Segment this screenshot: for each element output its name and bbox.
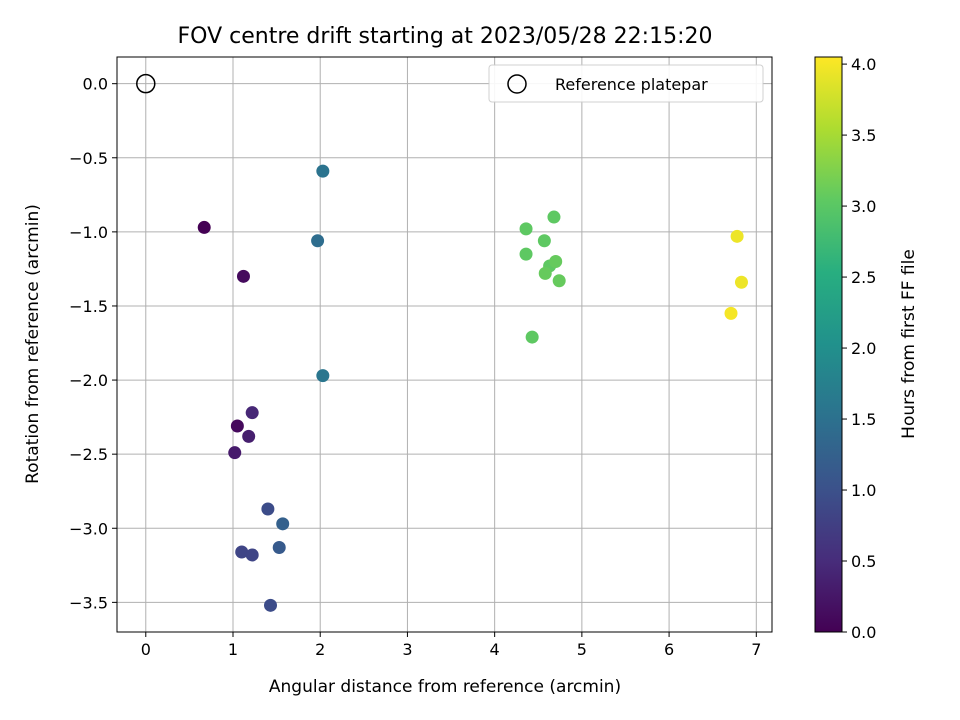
scatter-point <box>197 220 211 234</box>
x-tick-label: 6 <box>664 640 674 659</box>
plot-area <box>116 56 773 633</box>
x-tick-label: 2 <box>315 640 325 659</box>
y-tick-label: −1.5 <box>69 297 108 316</box>
colorbar-label: Hours from first FF file <box>899 249 919 439</box>
colorbar-tick-label: 3.0 <box>851 197 876 216</box>
x-tick-label: 3 <box>402 640 412 659</box>
scatter-point <box>547 210 561 224</box>
y-tick-label: −1.0 <box>69 223 108 242</box>
x-tick-label: 7 <box>751 640 761 659</box>
y-tick-label: −3.0 <box>69 519 108 538</box>
scatter-point <box>235 545 249 559</box>
colorbar: 0.0 0.5 1.0 1.5 2.0 2.5 3.0 3.5 4.0 Hours from f… <box>814 55 919 642</box>
scatter-point <box>537 234 551 248</box>
scatter-point <box>242 429 256 443</box>
y-tick-label: −0.5 <box>69 149 108 168</box>
scatter-point <box>525 330 539 344</box>
scatter-point <box>519 222 533 236</box>
scatter-point <box>724 306 738 320</box>
x-axis-ticks: 0 1 2 3 4 5 6 7 <box>141 632 761 659</box>
colorbar-tick-label: 0.5 <box>851 552 876 571</box>
x-tick-label: 5 <box>577 640 587 659</box>
colorbar-tick-label: 3.5 <box>851 126 876 145</box>
x-tick-label: 0 <box>141 640 151 659</box>
scatter-point <box>245 548 259 562</box>
scatter-point <box>316 369 330 383</box>
legend-box <box>488 64 764 103</box>
y-axis-ticks: 0.0 −0.5 −1.0 −1.5 −2.0 −2.5 −3.0 −3.5 <box>69 75 117 612</box>
grid <box>117 57 772 632</box>
y-tick-label: −2.5 <box>69 445 108 464</box>
legend-entry-reference-platepar: Reference platepar <box>555 75 708 94</box>
scatter-point <box>519 247 533 261</box>
y-tick-label: −3.5 <box>69 593 108 612</box>
colorbar-tick-label: 1.5 <box>851 410 876 429</box>
y-axis-label: Rotation from reference (arcmin) <box>23 204 43 484</box>
scatter-point <box>264 598 278 612</box>
colorbar-gradient <box>814 56 843 633</box>
colorbar-tick-label: 2.0 <box>851 339 876 358</box>
scatter-point <box>552 274 566 288</box>
scatter-point <box>228 446 242 460</box>
scatter-point <box>538 266 552 280</box>
scatter-point <box>261 502 275 516</box>
y-tick-label: 0.0 <box>83 75 108 94</box>
x-axis-label: Angular distance from reference (arcmin) <box>269 677 621 697</box>
plot-background <box>117 57 772 632</box>
colorbar-ticks: 0.0 0.5 1.0 1.5 2.0 2.5 3.0 3.5 4.0 <box>842 55 876 642</box>
x-tick-label: 1 <box>228 640 238 659</box>
scatter-point <box>230 419 244 433</box>
colorbar-tick-label: 2.5 <box>851 268 876 287</box>
reference-platepar-marker <box>136 73 156 94</box>
data-points <box>197 164 748 612</box>
scatter-point <box>730 229 744 243</box>
scatter-point <box>236 269 250 283</box>
scatter-point <box>276 517 290 531</box>
colorbar-tick-label: 1.0 <box>851 481 876 500</box>
y-tick-label: −2.0 <box>69 371 108 390</box>
scatter-point <box>316 164 330 178</box>
legend: Reference platepar <box>488 64 764 103</box>
scatter-point <box>245 406 259 420</box>
scatter-point <box>734 275 748 289</box>
chart-title: FOV centre drift starting at 2023/05/28 … <box>178 24 713 49</box>
scatter-point <box>311 234 325 248</box>
scatter-point <box>549 255 563 269</box>
scatter-point <box>272 541 286 555</box>
x-tick-label: 4 <box>490 640 500 659</box>
plot-frame <box>116 56 773 633</box>
legend-reference-marker <box>507 74 527 94</box>
colorbar-tick-label: 4.0 <box>851 55 876 74</box>
colorbar-tick-label: 0.0 <box>851 623 876 642</box>
